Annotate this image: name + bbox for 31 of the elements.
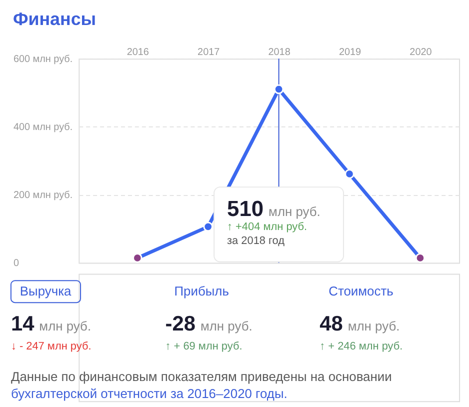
category-label: Стоимость: [328, 284, 394, 299]
data-label: 14: [10, 312, 35, 336]
category-label: Выручка: [20, 284, 72, 299]
data-label: 48: [320, 312, 343, 336]
x-tick-label: 2018: [268, 47, 291, 58]
point: [415, 253, 426, 263]
text: млн руб.: [200, 318, 252, 334]
y-tick-label: 600 млн руб.: [13, 54, 73, 66]
text: ↑ + 69 млн руб.: [165, 340, 242, 352]
text: бухгалтерской отчетности за 2016–2020 годы.: [10, 386, 288, 402]
x-tick-label: 2019: [338, 47, 362, 58]
y-tick-label: 400 млн руб.: [13, 122, 73, 134]
x-tick-label: 2020: [410, 47, 432, 58]
x-tick-label: 2016: [126, 47, 150, 58]
y-tick-label: 0: [13, 258, 20, 270]
x-tick-label: 2017: [198, 47, 220, 58]
annotation: 510 млн руб.: [227, 196, 320, 221]
text: ↓ - 247 млн руб.: [10, 340, 92, 352]
text: млн руб.: [39, 318, 92, 334]
point: [203, 222, 214, 232]
text: Данные по финансовым показателям приведены на основании: [10, 369, 392, 384]
text: ↑ + 246 млн руб.: [320, 340, 403, 352]
data-label: -28: [165, 312, 196, 336]
chart-title: Финансы: [12, 8, 96, 29]
category-label: Прибыль: [174, 284, 230, 299]
annotation: за 2018 год: [227, 234, 286, 247]
annotation: ↑ +404 млн руб.: [227, 220, 308, 233]
text: млн руб.: [348, 318, 400, 334]
y-tick-label: 200 млн руб.: [13, 190, 73, 202]
point: [274, 84, 284, 94]
point: [344, 169, 354, 179]
